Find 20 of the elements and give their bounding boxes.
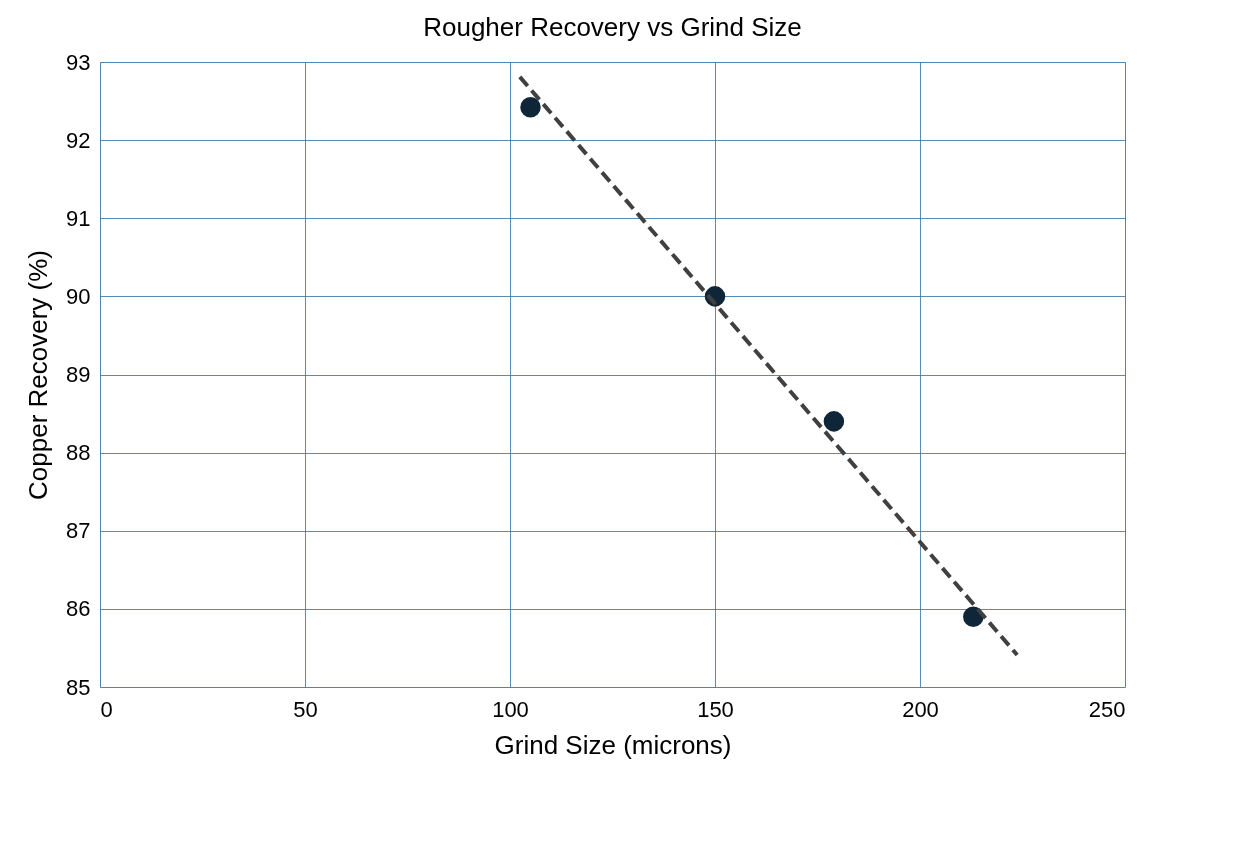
y-tick-label: 85 <box>66 674 91 700</box>
chart-title: Rougher Recovery vs Grind Size <box>423 12 802 42</box>
y-tick-label: 91 <box>66 205 91 231</box>
y-tick-label: 86 <box>66 596 91 622</box>
y-tick-label: 90 <box>66 283 91 309</box>
y-tick-label: 92 <box>66 127 91 153</box>
y-tick-label: 87 <box>66 518 91 544</box>
x-axis-title: Grind Size (microns) <box>494 729 732 760</box>
x-tick-label: 100 <box>492 696 529 722</box>
y-tick-label: 93 <box>66 49 91 75</box>
y-tick-label: 88 <box>66 440 91 466</box>
x-tick-label: 50 <box>293 696 318 722</box>
x-tick-label: 0 <box>100 696 113 722</box>
point <box>823 411 845 432</box>
y-axis-title: Copper Recovery (%) <box>23 250 54 500</box>
x-tick-label: 150 <box>697 696 734 722</box>
y-tick-label: 89 <box>66 362 91 387</box>
x-tick-label: 250 <box>1088 696 1126 722</box>
point <box>520 97 541 118</box>
x-tick-label: 200 <box>902 696 939 722</box>
